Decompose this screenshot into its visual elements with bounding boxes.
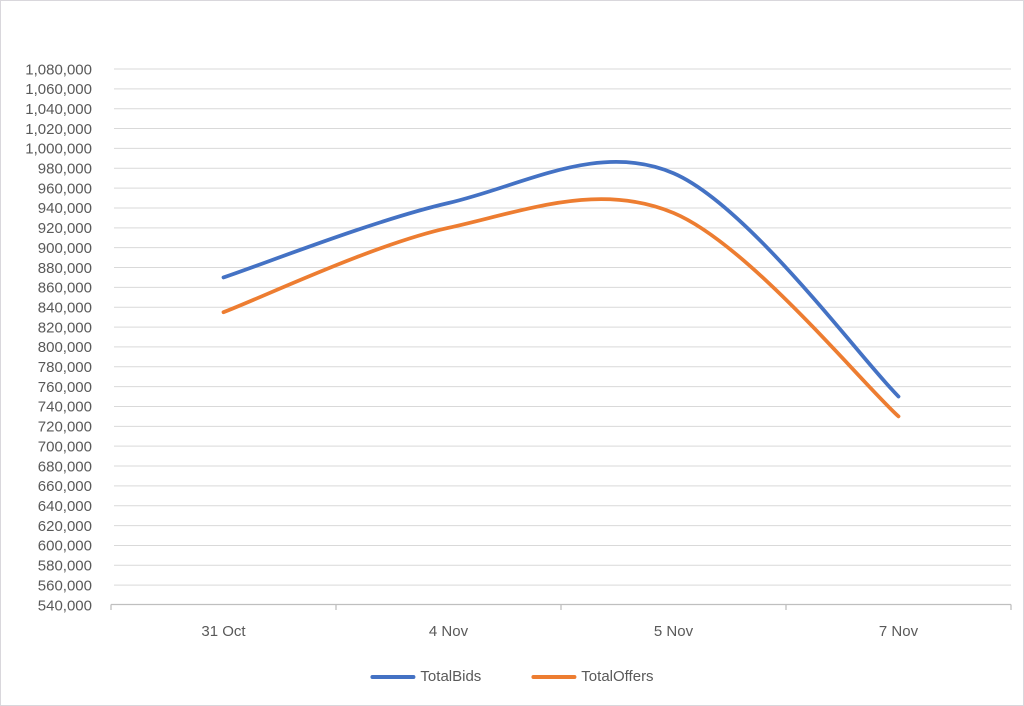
series-line-totaloffers — [221, 197, 901, 419]
y-axis-tick-label: 800,000 — [38, 339, 92, 356]
y-axis-tick-label: 880,000 — [38, 260, 92, 277]
y-axis-tick-label: 1,060,000 — [25, 81, 92, 98]
y-axis-tick-label: 1,020,000 — [25, 121, 92, 138]
y-axis-tick-label: 920,000 — [38, 220, 92, 237]
series-line-totalbids — [221, 159, 901, 399]
y-axis-tick-label: 680,000 — [38, 458, 92, 475]
y-axis-tick-label: 1,000,000 — [25, 141, 92, 158]
y-axis-tick-label: 1,080,000 — [25, 61, 92, 78]
y-axis-tick-label: 720,000 — [38, 419, 92, 436]
legend-line-swatch-totalbids — [370, 675, 416, 679]
x-axis-tick-label: 31 Oct — [201, 623, 246, 640]
y-axis-tick-label: 760,000 — [38, 379, 92, 396]
y-axis-tick-label: 1,040,000 — [25, 101, 92, 118]
y-axis-tick-label: 940,000 — [38, 200, 92, 217]
y-axis-tick-label: 960,000 — [38, 180, 92, 197]
y-axis-tick-label: 900,000 — [38, 240, 92, 257]
y-axis-tick-label: 860,000 — [38, 280, 92, 297]
y-axis-tick-label: 580,000 — [38, 558, 92, 575]
y-axis-tick-label: 840,000 — [38, 299, 92, 316]
y-axis-tick-label: 640,000 — [38, 498, 92, 515]
y-axis-tick-label: 740,000 — [38, 399, 92, 416]
x-axis-tick-label: 4 Nov — [429, 623, 469, 640]
legend-item-totalbids: TotalBids — [370, 666, 481, 688]
chart-legend: TotalBids TotalOffers — [370, 666, 654, 688]
x-axis-tick-label: 5 Nov — [654, 623, 694, 640]
y-axis-tick-label: 600,000 — [38, 538, 92, 555]
y-axis-tick-label: 540,000 — [38, 597, 92, 614]
y-axis-tick-label: 700,000 — [38, 438, 92, 455]
legend-label-totalbids: TotalBids — [420, 668, 482, 685]
y-axis-tick-label: 660,000 — [38, 478, 92, 495]
y-axis-tick-label: 780,000 — [38, 359, 92, 376]
y-axis-tick-label: 820,000 — [38, 319, 92, 336]
y-axis-tick-label: 560,000 — [38, 577, 92, 594]
y-axis-tick-label: 980,000 — [38, 161, 92, 178]
x-axis-tick-label: 7 Nov — [879, 623, 919, 640]
y-axis-tick-label: 620,000 — [38, 518, 92, 535]
legend-label-totaloffers: TotalOffers — [581, 668, 654, 685]
legend-line-swatch-totaloffers — [531, 675, 577, 679]
legend-item-totaloffers: TotalOffers — [531, 666, 654, 688]
